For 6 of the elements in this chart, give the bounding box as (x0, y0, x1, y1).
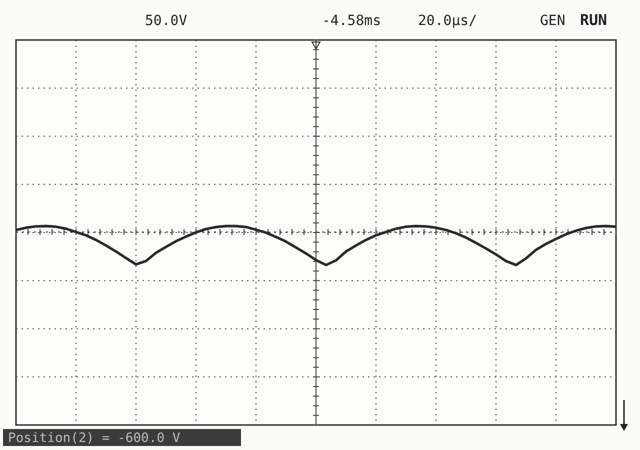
text: 50.0V (145, 13, 188, 29)
text: GEN (540, 13, 566, 29)
text: RUN (580, 11, 608, 29)
text: 20.0µs/ (418, 13, 478, 29)
text: Position(2) = -600.0 V (8, 431, 180, 446)
text: -4.58ms (322, 13, 382, 29)
